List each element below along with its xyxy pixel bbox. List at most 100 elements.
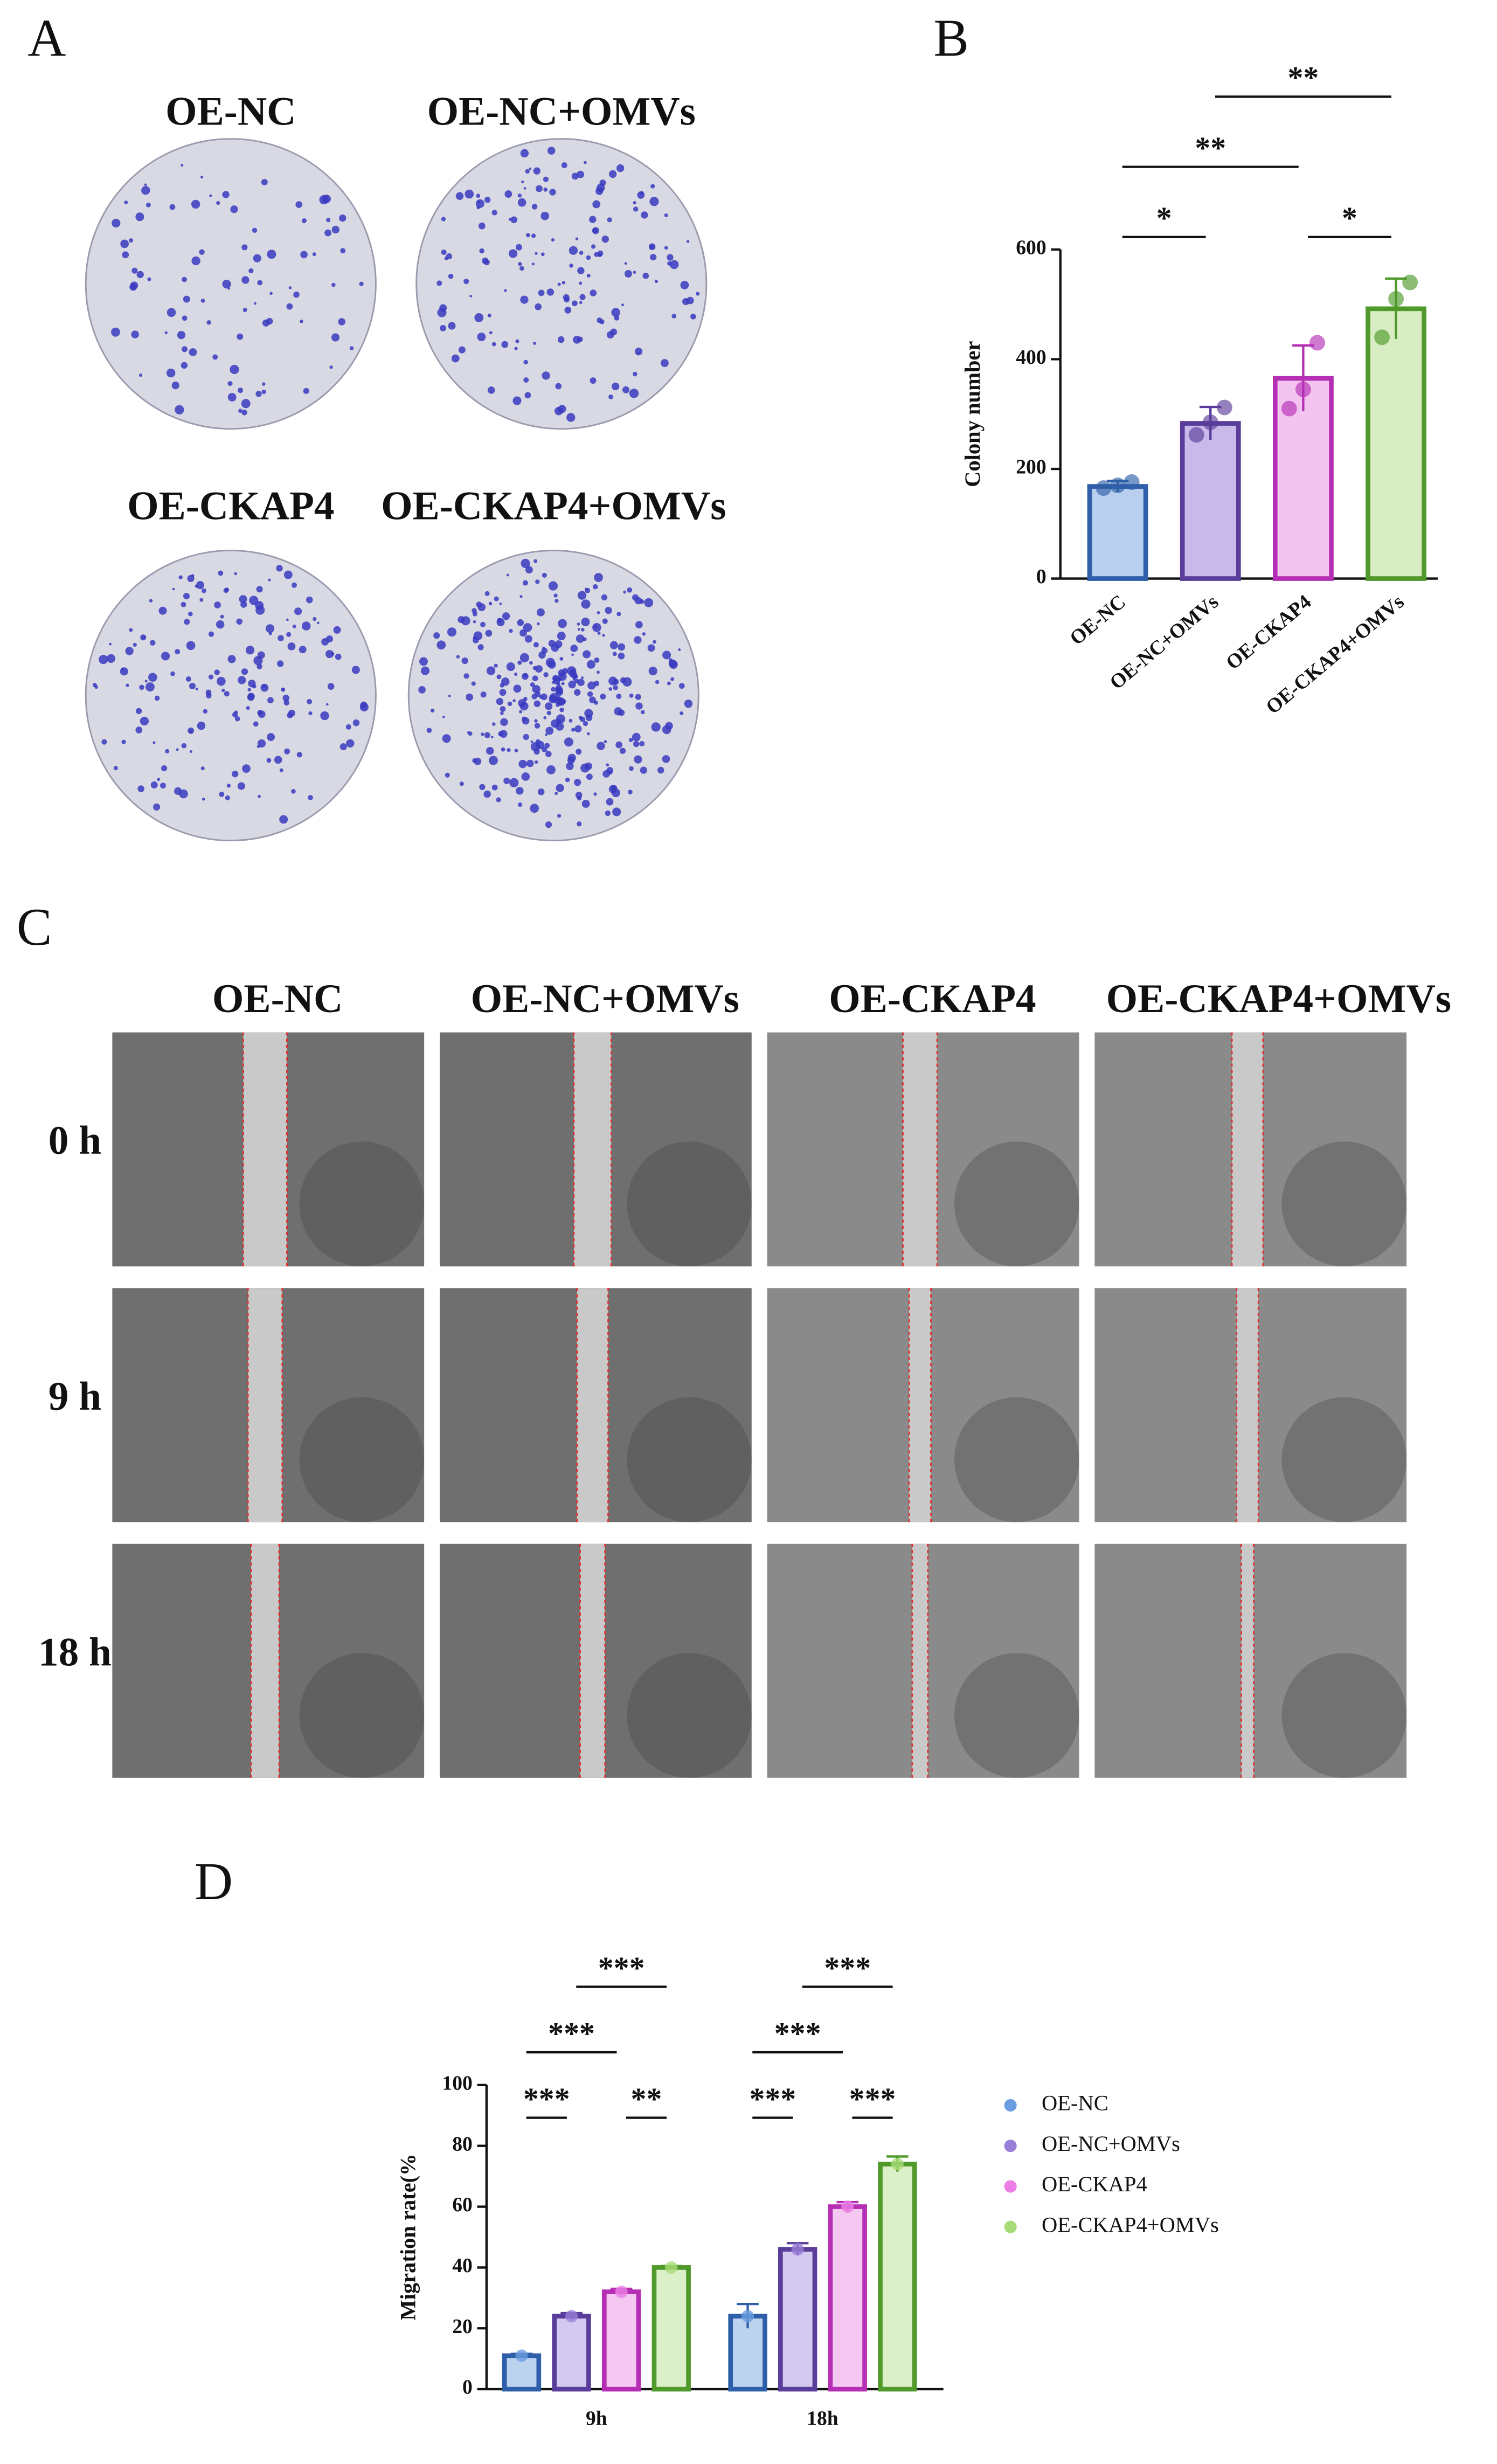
colony bbox=[329, 365, 333, 369]
colony bbox=[496, 797, 501, 802]
significance-label: *** bbox=[598, 1950, 645, 1985]
wound-gap bbox=[248, 1288, 282, 1522]
colony bbox=[170, 671, 175, 676]
colony bbox=[555, 383, 562, 390]
colony bbox=[584, 709, 593, 718]
colony bbox=[569, 246, 578, 255]
colony bbox=[216, 201, 220, 205]
colony bbox=[426, 728, 432, 733]
colony bbox=[635, 694, 641, 700]
colony bbox=[509, 249, 518, 258]
colony bbox=[579, 301, 583, 304]
colony bbox=[288, 286, 292, 289]
colony bbox=[444, 257, 448, 260]
colony bbox=[261, 178, 268, 185]
colony bbox=[583, 721, 588, 726]
colony bbox=[542, 572, 547, 578]
plate-title: OE-NC bbox=[165, 89, 296, 134]
colony bbox=[283, 570, 293, 579]
colony bbox=[494, 663, 498, 668]
colony bbox=[586, 255, 591, 260]
colony bbox=[629, 766, 634, 771]
colony bbox=[225, 795, 230, 800]
colony bbox=[477, 200, 481, 204]
colony bbox=[313, 617, 317, 621]
significance-label: *** bbox=[523, 2081, 570, 2116]
colony bbox=[543, 176, 549, 182]
colony bbox=[247, 694, 255, 701]
colony bbox=[230, 205, 238, 213]
colony bbox=[188, 727, 195, 734]
colony bbox=[543, 188, 548, 192]
colony bbox=[291, 789, 296, 794]
panel-label: B bbox=[933, 9, 969, 68]
colony bbox=[161, 652, 170, 661]
colony bbox=[442, 734, 451, 743]
colony bbox=[543, 716, 547, 719]
colony bbox=[181, 164, 184, 167]
colony bbox=[514, 749, 518, 753]
colony bbox=[634, 636, 642, 644]
colony bbox=[523, 733, 529, 740]
colony bbox=[545, 751, 552, 757]
colony bbox=[557, 336, 565, 343]
colony bbox=[175, 405, 184, 414]
colony bbox=[267, 250, 276, 259]
column-title: OE-NC+OMVs bbox=[471, 977, 739, 1021]
colony bbox=[610, 328, 618, 336]
colony bbox=[577, 170, 585, 178]
colony bbox=[349, 346, 354, 350]
colony bbox=[580, 628, 585, 632]
colony bbox=[326, 218, 331, 223]
colony bbox=[534, 723, 540, 729]
significance-label: *** bbox=[824, 1950, 871, 1985]
colony bbox=[671, 314, 677, 319]
colony bbox=[629, 693, 634, 698]
colony bbox=[197, 721, 206, 730]
colony bbox=[175, 649, 181, 655]
colony bbox=[487, 313, 491, 317]
colony bbox=[678, 648, 681, 652]
colony bbox=[196, 581, 204, 590]
colony bbox=[222, 191, 230, 198]
colony bbox=[650, 254, 657, 261]
colony bbox=[500, 683, 504, 688]
colony bbox=[593, 701, 598, 705]
colony bbox=[577, 821, 582, 827]
colony bbox=[421, 666, 430, 675]
colony bbox=[327, 683, 335, 690]
colony bbox=[477, 333, 486, 342]
colony bbox=[131, 267, 138, 274]
colony bbox=[680, 281, 689, 289]
colony bbox=[482, 257, 489, 264]
colony bbox=[517, 802, 523, 807]
colony bbox=[615, 741, 622, 749]
colony bbox=[257, 280, 263, 286]
colony bbox=[634, 348, 643, 356]
colony bbox=[530, 804, 539, 813]
colony bbox=[220, 614, 224, 619]
colony bbox=[477, 603, 486, 611]
colony bbox=[644, 598, 654, 607]
colony bbox=[294, 607, 302, 615]
colony bbox=[556, 696, 562, 702]
colony bbox=[580, 716, 586, 722]
colony bbox=[584, 161, 587, 164]
colony bbox=[613, 685, 618, 690]
colony bbox=[260, 683, 269, 692]
colony bbox=[590, 377, 597, 384]
colony bbox=[628, 790, 633, 795]
colony bbox=[622, 677, 632, 687]
colony bbox=[601, 236, 609, 243]
colony bbox=[164, 331, 168, 335]
colony bbox=[523, 359, 528, 365]
colony bbox=[129, 238, 134, 243]
colony bbox=[234, 572, 238, 576]
wound-gap bbox=[1241, 1544, 1254, 1778]
colony bbox=[266, 317, 273, 325]
colony bbox=[277, 660, 284, 667]
colony bbox=[628, 738, 633, 743]
colony bbox=[203, 709, 208, 714]
colony bbox=[281, 687, 286, 692]
colony bbox=[576, 749, 582, 755]
